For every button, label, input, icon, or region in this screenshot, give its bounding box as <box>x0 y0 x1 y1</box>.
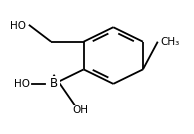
Text: B: B <box>50 77 58 90</box>
Text: CH₃: CH₃ <box>161 37 180 47</box>
Text: HO: HO <box>10 21 26 31</box>
Text: HO: HO <box>14 79 30 89</box>
Text: OH: OH <box>73 105 89 115</box>
